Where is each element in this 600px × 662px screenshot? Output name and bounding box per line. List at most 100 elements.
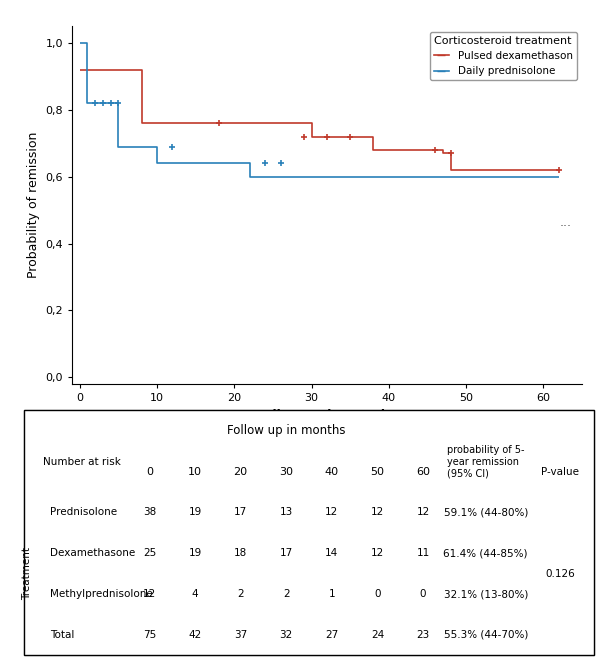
Text: 25: 25 xyxy=(143,548,156,558)
X-axis label: Follow up in months: Follow up in months xyxy=(256,408,398,422)
FancyBboxPatch shape xyxy=(172,492,218,533)
Text: 61.4% (44-85%): 61.4% (44-85%) xyxy=(443,548,528,558)
Text: Prednisolone: Prednisolone xyxy=(50,508,117,518)
Text: 18: 18 xyxy=(234,548,247,558)
Text: 1: 1 xyxy=(328,589,335,599)
Text: 4: 4 xyxy=(191,589,199,599)
FancyBboxPatch shape xyxy=(526,410,594,451)
FancyBboxPatch shape xyxy=(309,574,355,614)
FancyBboxPatch shape xyxy=(355,451,400,492)
FancyBboxPatch shape xyxy=(47,574,127,614)
FancyBboxPatch shape xyxy=(400,533,446,574)
Text: 12: 12 xyxy=(325,508,338,518)
FancyBboxPatch shape xyxy=(218,614,263,655)
Text: 11: 11 xyxy=(416,548,430,558)
Text: 20: 20 xyxy=(233,467,248,477)
Text: Treatment: Treatment xyxy=(22,547,32,600)
FancyBboxPatch shape xyxy=(400,492,446,533)
Text: 59.1% (44-80%): 59.1% (44-80%) xyxy=(443,508,528,518)
Text: 12: 12 xyxy=(371,548,384,558)
Text: Follow up in months: Follow up in months xyxy=(227,424,346,438)
Text: 12: 12 xyxy=(371,508,384,518)
FancyBboxPatch shape xyxy=(263,451,309,492)
Text: 32.1% (13-80%): 32.1% (13-80%) xyxy=(443,589,528,599)
FancyBboxPatch shape xyxy=(172,451,218,492)
Text: 50: 50 xyxy=(370,467,385,477)
Text: 27: 27 xyxy=(325,630,338,640)
Text: 23: 23 xyxy=(416,630,430,640)
FancyBboxPatch shape xyxy=(127,574,172,614)
FancyBboxPatch shape xyxy=(172,614,218,655)
Text: Total: Total xyxy=(50,630,74,640)
FancyBboxPatch shape xyxy=(24,574,47,614)
Text: 13: 13 xyxy=(280,508,293,518)
FancyBboxPatch shape xyxy=(355,533,400,574)
Text: 0: 0 xyxy=(374,589,380,599)
FancyBboxPatch shape xyxy=(446,492,526,533)
FancyBboxPatch shape xyxy=(400,614,446,655)
FancyBboxPatch shape xyxy=(446,533,526,574)
FancyBboxPatch shape xyxy=(127,533,172,574)
FancyBboxPatch shape xyxy=(309,533,355,574)
FancyBboxPatch shape xyxy=(127,492,172,533)
FancyBboxPatch shape xyxy=(218,574,263,614)
FancyBboxPatch shape xyxy=(526,614,594,655)
FancyBboxPatch shape xyxy=(47,614,127,655)
Text: 24: 24 xyxy=(371,630,384,640)
FancyBboxPatch shape xyxy=(24,533,47,574)
Text: probability of 5-
year remission
(95% CI): probability of 5- year remission (95% CI… xyxy=(447,446,524,479)
FancyBboxPatch shape xyxy=(218,492,263,533)
FancyBboxPatch shape xyxy=(218,533,263,574)
Text: 12: 12 xyxy=(416,508,430,518)
FancyBboxPatch shape xyxy=(24,410,127,451)
Text: 0.126: 0.126 xyxy=(545,569,575,579)
Text: P-value: P-value xyxy=(541,467,579,477)
Text: 19: 19 xyxy=(188,548,202,558)
FancyBboxPatch shape xyxy=(47,492,127,533)
FancyBboxPatch shape xyxy=(400,451,446,492)
Text: 55.3% (44-70%): 55.3% (44-70%) xyxy=(443,630,528,640)
FancyBboxPatch shape xyxy=(172,574,218,614)
Text: ...: ... xyxy=(560,216,572,229)
FancyBboxPatch shape xyxy=(263,614,309,655)
FancyBboxPatch shape xyxy=(24,614,47,655)
FancyBboxPatch shape xyxy=(526,451,594,492)
Text: 42: 42 xyxy=(188,630,202,640)
FancyBboxPatch shape xyxy=(355,574,400,614)
Text: Dexamethasone: Dexamethasone xyxy=(50,548,135,558)
Text: 2: 2 xyxy=(283,589,290,599)
FancyBboxPatch shape xyxy=(446,451,526,492)
FancyBboxPatch shape xyxy=(446,574,526,614)
FancyBboxPatch shape xyxy=(47,533,127,574)
FancyBboxPatch shape xyxy=(400,574,446,614)
FancyBboxPatch shape xyxy=(526,574,594,614)
FancyBboxPatch shape xyxy=(355,614,400,655)
FancyBboxPatch shape xyxy=(309,451,355,492)
Text: 12: 12 xyxy=(143,589,156,599)
FancyBboxPatch shape xyxy=(127,614,172,655)
Text: 2: 2 xyxy=(237,589,244,599)
FancyBboxPatch shape xyxy=(263,533,309,574)
FancyBboxPatch shape xyxy=(127,451,172,492)
Text: 19: 19 xyxy=(188,508,202,518)
Text: 38: 38 xyxy=(143,508,156,518)
Text: 14: 14 xyxy=(325,548,338,558)
FancyBboxPatch shape xyxy=(127,410,446,451)
Text: 0: 0 xyxy=(146,467,153,477)
Text: 32: 32 xyxy=(280,630,293,640)
Text: 75: 75 xyxy=(143,630,156,640)
Text: 10: 10 xyxy=(188,467,202,477)
Text: 40: 40 xyxy=(325,467,339,477)
FancyBboxPatch shape xyxy=(24,451,127,492)
Text: Number at risk: Number at risk xyxy=(43,457,121,467)
FancyBboxPatch shape xyxy=(24,492,47,533)
FancyBboxPatch shape xyxy=(446,614,526,655)
Text: Methylprednisolone: Methylprednisolone xyxy=(50,589,152,599)
Text: 17: 17 xyxy=(280,548,293,558)
FancyBboxPatch shape xyxy=(263,492,309,533)
FancyBboxPatch shape xyxy=(526,533,594,574)
FancyBboxPatch shape xyxy=(24,410,594,655)
Y-axis label: Probability of remission: Probability of remission xyxy=(27,132,40,279)
FancyBboxPatch shape xyxy=(446,410,526,451)
FancyBboxPatch shape xyxy=(172,533,218,574)
